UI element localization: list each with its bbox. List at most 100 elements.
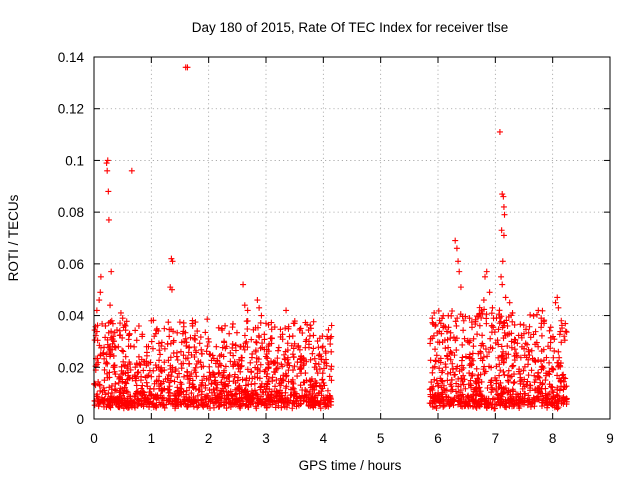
data-point <box>258 312 265 319</box>
data-point <box>117 332 124 339</box>
data-point <box>206 396 213 403</box>
data-point <box>196 386 203 393</box>
data-point <box>107 318 114 325</box>
data-point <box>534 385 541 392</box>
data-point <box>105 216 112 223</box>
data-point <box>191 367 198 374</box>
x-tick-label: 4 <box>320 431 328 446</box>
data-point <box>525 372 532 379</box>
data-point <box>117 320 124 327</box>
data-point <box>180 393 187 400</box>
data-point <box>455 258 462 265</box>
data-point <box>527 334 534 341</box>
data-point <box>499 352 506 359</box>
data-point <box>509 318 516 325</box>
data-point <box>469 371 476 378</box>
data-point <box>192 336 199 343</box>
data-point <box>535 343 542 350</box>
data-point <box>483 311 490 318</box>
data-point <box>303 358 310 365</box>
data-point <box>103 160 110 167</box>
data-point <box>493 380 500 387</box>
data-point <box>142 395 149 402</box>
data-point <box>488 389 495 396</box>
data-point <box>477 355 484 362</box>
data-point <box>457 387 464 394</box>
data-point <box>475 385 482 392</box>
data-point <box>93 328 100 335</box>
data-point <box>122 353 129 360</box>
data-point <box>545 343 552 350</box>
data-point <box>435 307 442 314</box>
data-point <box>481 363 488 370</box>
data-point <box>270 358 277 365</box>
data-point <box>104 157 111 164</box>
data-point <box>184 64 191 71</box>
data-point <box>197 359 204 366</box>
data-point <box>530 312 537 319</box>
data-point <box>495 326 502 333</box>
data-point <box>243 338 250 345</box>
data-point <box>297 394 304 401</box>
data-point <box>497 318 504 325</box>
data-point <box>442 364 449 371</box>
data-point <box>156 347 163 354</box>
data-point <box>284 399 291 406</box>
data-point <box>233 329 240 336</box>
data-point <box>205 338 212 345</box>
data-point <box>219 327 226 334</box>
data-point <box>129 375 136 382</box>
data-point <box>489 345 496 352</box>
data-point <box>171 378 178 385</box>
data-point <box>509 403 516 410</box>
data-point <box>161 386 168 393</box>
data-point <box>135 322 142 329</box>
data-point <box>309 383 316 390</box>
data-point <box>544 401 551 408</box>
data-point <box>538 366 545 373</box>
data-point <box>241 332 248 339</box>
data-point <box>220 369 227 376</box>
x-tick-label: 0 <box>90 431 98 446</box>
data-point <box>161 345 168 352</box>
data-point <box>222 322 229 329</box>
x-tick-label: 1 <box>148 431 156 446</box>
data-point <box>468 319 475 326</box>
data-point <box>180 352 187 359</box>
data-point <box>190 394 197 401</box>
data-point <box>255 332 262 339</box>
data-point <box>278 396 285 403</box>
data-point <box>511 357 518 364</box>
data-point <box>168 400 175 407</box>
data-point <box>496 384 503 391</box>
data-point <box>155 328 162 335</box>
data-point <box>450 397 457 404</box>
data-point <box>171 397 178 404</box>
data-point <box>245 381 252 388</box>
data-point <box>99 320 106 327</box>
data-point <box>254 400 261 407</box>
data-point <box>180 323 187 330</box>
data-point <box>200 373 207 380</box>
data-point <box>460 381 467 388</box>
data-point <box>302 344 309 351</box>
data-point <box>176 391 183 398</box>
data-point <box>525 329 532 336</box>
x-tick-label: 8 <box>549 431 557 446</box>
data-point <box>462 385 469 392</box>
data-point <box>218 401 225 408</box>
data-point <box>557 328 564 335</box>
data-point <box>289 367 296 374</box>
data-point <box>324 335 331 342</box>
data-point <box>191 335 198 342</box>
data-point <box>496 372 503 379</box>
data-point <box>137 362 144 369</box>
data-point <box>252 347 259 354</box>
data-point <box>210 386 217 393</box>
data-point <box>432 391 439 398</box>
data-point <box>449 386 456 393</box>
data-point <box>183 387 190 394</box>
y-tick-label: 0 <box>76 412 84 427</box>
data-point <box>466 315 473 322</box>
data-point <box>236 382 243 389</box>
